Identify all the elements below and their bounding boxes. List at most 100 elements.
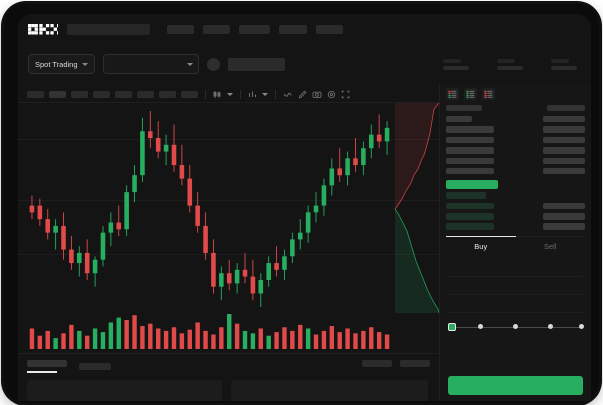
- orderbook-bids: [440, 190, 591, 232]
- orders-tab-2-label: [79, 362, 111, 370]
- indicator-icon[interactable]: [248, 90, 257, 99]
- orderbook-mode-bids[interactable]: [464, 88, 477, 100]
- chart-gridline: [18, 139, 439, 140]
- orderbook-ask-row[interactable]: [446, 145, 585, 155]
- orderbook-column-headers: [440, 104, 591, 114]
- line-wave-icon[interactable]: [283, 90, 293, 99]
- orderbook-bid-row[interactable]: [446, 222, 585, 232]
- header-stat-3: [551, 58, 577, 70]
- camera-icon[interactable]: [312, 90, 322, 99]
- orders-action-2[interactable]: [400, 360, 430, 367]
- orderbook-asks: [440, 114, 591, 176]
- ask-amount: [543, 115, 585, 123]
- bid-amount: [543, 202, 585, 210]
- timeframe-5[interactable]: [115, 90, 132, 98]
- header-stat-1-label: [443, 58, 461, 63]
- buy-sell-tabs: Buy Sell: [446, 235, 585, 255]
- bid-price: [446, 213, 494, 220]
- orders-tab-1[interactable]: [27, 360, 67, 373]
- timeframe-4[interactable]: [93, 90, 110, 98]
- percent-slider[interactable]: [448, 323, 584, 333]
- orders-content: [27, 379, 430, 401]
- header-stat-2: [497, 58, 523, 70]
- tab-sell[interactable]: Sell: [543, 241, 557, 251]
- active-tab-underline: [446, 235, 516, 238]
- chevron-down-icon[interactable]: [262, 92, 268, 96]
- timeframe-2[interactable]: [49, 90, 66, 98]
- settings-icon[interactable]: [327, 90, 336, 99]
- total-field[interactable]: [448, 295, 583, 313]
- fullscreen-icon[interactable]: [341, 90, 350, 99]
- chevron-down-icon: [81, 62, 88, 66]
- ask-price: [446, 136, 494, 144]
- ask-price: [446, 157, 494, 164]
- slider-stop-25[interactable]: [478, 324, 483, 330]
- active-tab-underline: [27, 371, 57, 373]
- search-input[interactable]: [67, 24, 150, 35]
- orderbook-ask-row[interactable]: [446, 114, 585, 124]
- ask-amount: [543, 157, 585, 164]
- submit-buy-button[interactable]: [448, 376, 583, 395]
- chart-toolbar: [18, 86, 439, 103]
- orderbook-mode-switcher: [440, 83, 591, 104]
- header-stat-2-value: [497, 65, 523, 70]
- orderbook-ask-row[interactable]: [446, 124, 585, 134]
- bid-amount: [543, 213, 585, 220]
- orderbook-bid-row[interactable]: [446, 201, 585, 211]
- toolbar-divider: [240, 89, 241, 99]
- nav-item-1[interactable]: [167, 25, 194, 34]
- orders-action-1[interactable]: [362, 360, 392, 367]
- nav-item-5[interactable]: [316, 25, 343, 34]
- timeframe-1[interactable]: [27, 90, 44, 98]
- pencil-icon[interactable]: [298, 90, 307, 99]
- orderbook-mode-asks[interactable]: [482, 88, 495, 100]
- nav-item-4[interactable]: [279, 25, 307, 34]
- slider-handle[interactable]: [448, 323, 456, 332]
- orderbook-col-price: [446, 105, 482, 111]
- trading-mode-button[interactable]: Spot Trading: [28, 54, 95, 74]
- orders-block-left[interactable]: [27, 379, 222, 401]
- slider-stop-75[interactable]: [548, 324, 553, 330]
- nav-item-3[interactable]: [239, 25, 270, 34]
- sub-header: Spot Trading: [18, 45, 591, 83]
- orderbook-bid-row[interactable]: [446, 190, 585, 200]
- okx-logo-icon[interactable]: [28, 24, 58, 35]
- orderbook-ask-row[interactable]: [446, 135, 585, 145]
- bid-price: [446, 192, 486, 199]
- ask-amount: [543, 126, 585, 133]
- price-chart[interactable]: [18, 103, 439, 353]
- pair-select[interactable]: [102, 54, 199, 74]
- orders-tab-2[interactable]: [79, 362, 111, 370]
- price-field[interactable]: [448, 259, 583, 277]
- orderbook-last-price[interactable]: [440, 176, 591, 190]
- timeframe-7[interactable]: [159, 90, 176, 98]
- bid-price: [446, 202, 494, 210]
- orderbook-ask-row[interactable]: [446, 156, 585, 166]
- toolbar-divider: [275, 89, 276, 99]
- header-stat-1-value: [443, 65, 469, 70]
- nav-item-2[interactable]: [203, 25, 230, 34]
- header-stat-3-label: [551, 58, 569, 63]
- trade-form-fields: [440, 255, 591, 313]
- orders-actions: [362, 360, 430, 367]
- ask-price: [446, 126, 494, 133]
- orders-block-right[interactable]: [231, 379, 428, 401]
- orderbook-bid-row[interactable]: [446, 211, 585, 221]
- tab-buy[interactable]: Buy: [474, 241, 488, 251]
- orderbook-mode-both[interactable]: [446, 88, 459, 100]
- timeframe-8[interactable]: [181, 90, 198, 98]
- slider-stop-100[interactable]: [579, 324, 584, 330]
- amount-field[interactable]: [448, 277, 583, 295]
- timeframe-6[interactable]: [137, 90, 154, 98]
- timeframe-3[interactable]: [71, 90, 88, 98]
- ask-price: [446, 147, 494, 154]
- top-navigation-bar: [18, 14, 591, 45]
- last-price-value: [446, 179, 498, 189]
- chevron-down-icon: [186, 62, 193, 66]
- orderbook-ask-row[interactable]: [446, 166, 585, 176]
- chevron-down-icon[interactable]: [227, 92, 233, 96]
- orderbook-and-trade-panel: Buy Sell: [439, 83, 591, 401]
- candlestick-series: [29, 111, 390, 307]
- candlestick-icon[interactable]: [213, 90, 222, 99]
- slider-stop-50[interactable]: [513, 324, 518, 330]
